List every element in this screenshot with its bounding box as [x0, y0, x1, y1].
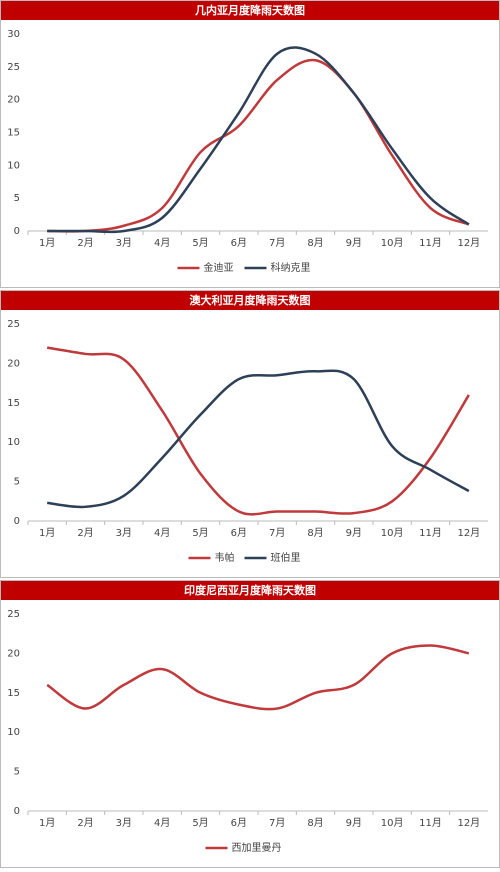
y-tick-label: 20: [7, 95, 20, 106]
x-tick-label: 9月: [346, 237, 362, 249]
y-tick-label: 20: [7, 358, 20, 369]
x-tick-label: 5月: [192, 817, 208, 829]
y-tick-label: 10: [7, 727, 20, 738]
y-tick-label: 20: [7, 648, 20, 659]
series-line: [46, 346, 470, 516]
x-tick-label: 11月: [419, 817, 442, 829]
x-tick-label: 7月: [269, 527, 285, 539]
x-tick-label: 11月: [419, 237, 442, 249]
series-line: [47, 369, 470, 509]
x-tick-label: 8月: [307, 237, 323, 249]
x-tick-label: 6月: [231, 527, 247, 539]
x-tick-label: 5月: [192, 527, 208, 539]
x-tick-label: 3月: [116, 817, 132, 829]
x-tick-label: 3月: [116, 527, 132, 539]
x-tick-label: 7月: [269, 817, 285, 829]
x-tick-label: 10月: [381, 527, 404, 539]
x-tick-label: 6月: [231, 817, 247, 829]
y-tick-label: 10: [7, 160, 20, 171]
y-tick-label: 5: [14, 767, 20, 778]
x-tick-label: 9月: [346, 817, 362, 829]
y-tick-label: 10: [7, 437, 20, 448]
x-tick-label: 12月: [457, 527, 480, 539]
y-tick-label: 25: [7, 62, 20, 73]
chart-title: 澳大利亚月度降雨天数图: [190, 293, 311, 307]
y-tick-label: 5: [14, 193, 20, 204]
legend-label: 韦帕: [215, 551, 235, 564]
x-tick-label: 11月: [419, 527, 442, 539]
y-tick-label: 0: [14, 806, 20, 817]
x-tick-label: 6月: [231, 237, 247, 249]
y-tick-label: 5: [14, 477, 20, 488]
x-tick-label: 7月: [269, 237, 285, 249]
x-tick-label: 1月: [39, 817, 55, 829]
title-bar: [1, 581, 499, 600]
chart-title: 几内亚月度降雨天数图: [195, 3, 305, 17]
x-tick-label: 5月: [192, 237, 208, 249]
y-tick-label: 25: [7, 609, 20, 620]
y-tick-label: 25: [7, 319, 20, 330]
chart-title: 印度尼西亚月度降雨天数图: [184, 583, 316, 597]
y-tick-label: 15: [7, 688, 20, 699]
y-tick-label: 15: [7, 398, 20, 409]
y-tick-label: 0: [14, 226, 20, 237]
y-tick-label: 30: [7, 29, 20, 40]
x-tick-label: 12月: [457, 237, 480, 249]
x-tick-label: 1月: [39, 237, 55, 249]
x-tick-label: 12月: [457, 817, 480, 829]
x-tick-label: 8月: [307, 527, 323, 539]
y-tick-label: 0: [14, 516, 20, 527]
legend-label: 西加里曼丹: [232, 842, 282, 854]
legend-label: 金迪亚: [204, 261, 234, 274]
series-line: [47, 58, 470, 233]
legend-label: 科纳克里: [271, 261, 311, 274]
legend-label: 班伯里: [271, 551, 301, 564]
x-tick-label: 4月: [154, 237, 170, 249]
y-tick-label: 15: [7, 128, 20, 139]
title-bar: [1, 291, 499, 310]
series-line: [46, 644, 470, 711]
title-bar: [1, 1, 499, 20]
x-tick-label: 10月: [381, 237, 404, 249]
x-tick-label: 10月: [381, 817, 404, 829]
x-tick-label: 1月: [39, 527, 55, 539]
x-tick-label: 2月: [77, 817, 93, 829]
x-tick-label: 4月: [154, 527, 170, 539]
x-tick-label: 9月: [346, 527, 362, 539]
x-tick-label: 2月: [77, 237, 93, 249]
x-tick-label: 4月: [154, 817, 170, 829]
x-tick-label: 8月: [307, 817, 323, 829]
x-tick-label: 2月: [77, 527, 93, 539]
series-line: [47, 46, 470, 234]
x-tick-label: 3月: [116, 237, 132, 249]
